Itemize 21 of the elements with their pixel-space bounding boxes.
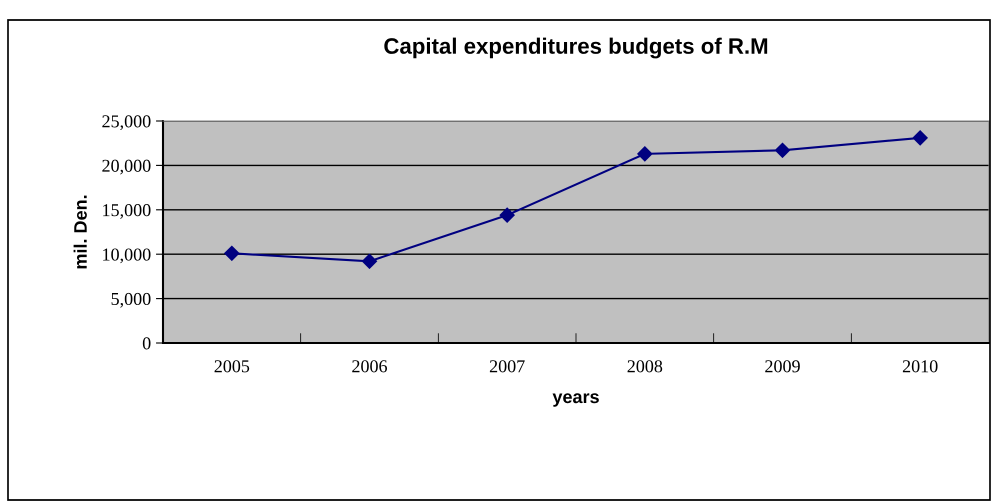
x-tick-label: 2006 [352,360,388,372]
y-tick-label: 10,000 [103,248,151,264]
y-tick-label: 15,000 [103,204,151,219]
x-tick-label: 2008 [628,360,662,372]
y-tick-label: 25,000 [102,115,151,130]
point [224,246,240,261]
x-tick-label: 2007 [490,360,525,372]
x-tick-label: 2005 [214,360,250,372]
point [362,254,378,269]
y-tick-label: 20,000 [102,160,151,174]
x-axis-title: years [552,393,599,407]
point [774,142,790,158]
chart-title: Capital expenditures budgets of R.M [384,38,768,58]
y-tick-label: 0 [142,337,151,350]
y-axis-title: mil. Den. [74,196,87,268]
point [637,146,652,162]
x-tick-label: 2010 [902,360,938,372]
point [500,208,515,223]
x-tick-label: 2009 [765,360,800,372]
point [912,130,928,146]
y-tick-label: 5,000 [112,292,151,308]
